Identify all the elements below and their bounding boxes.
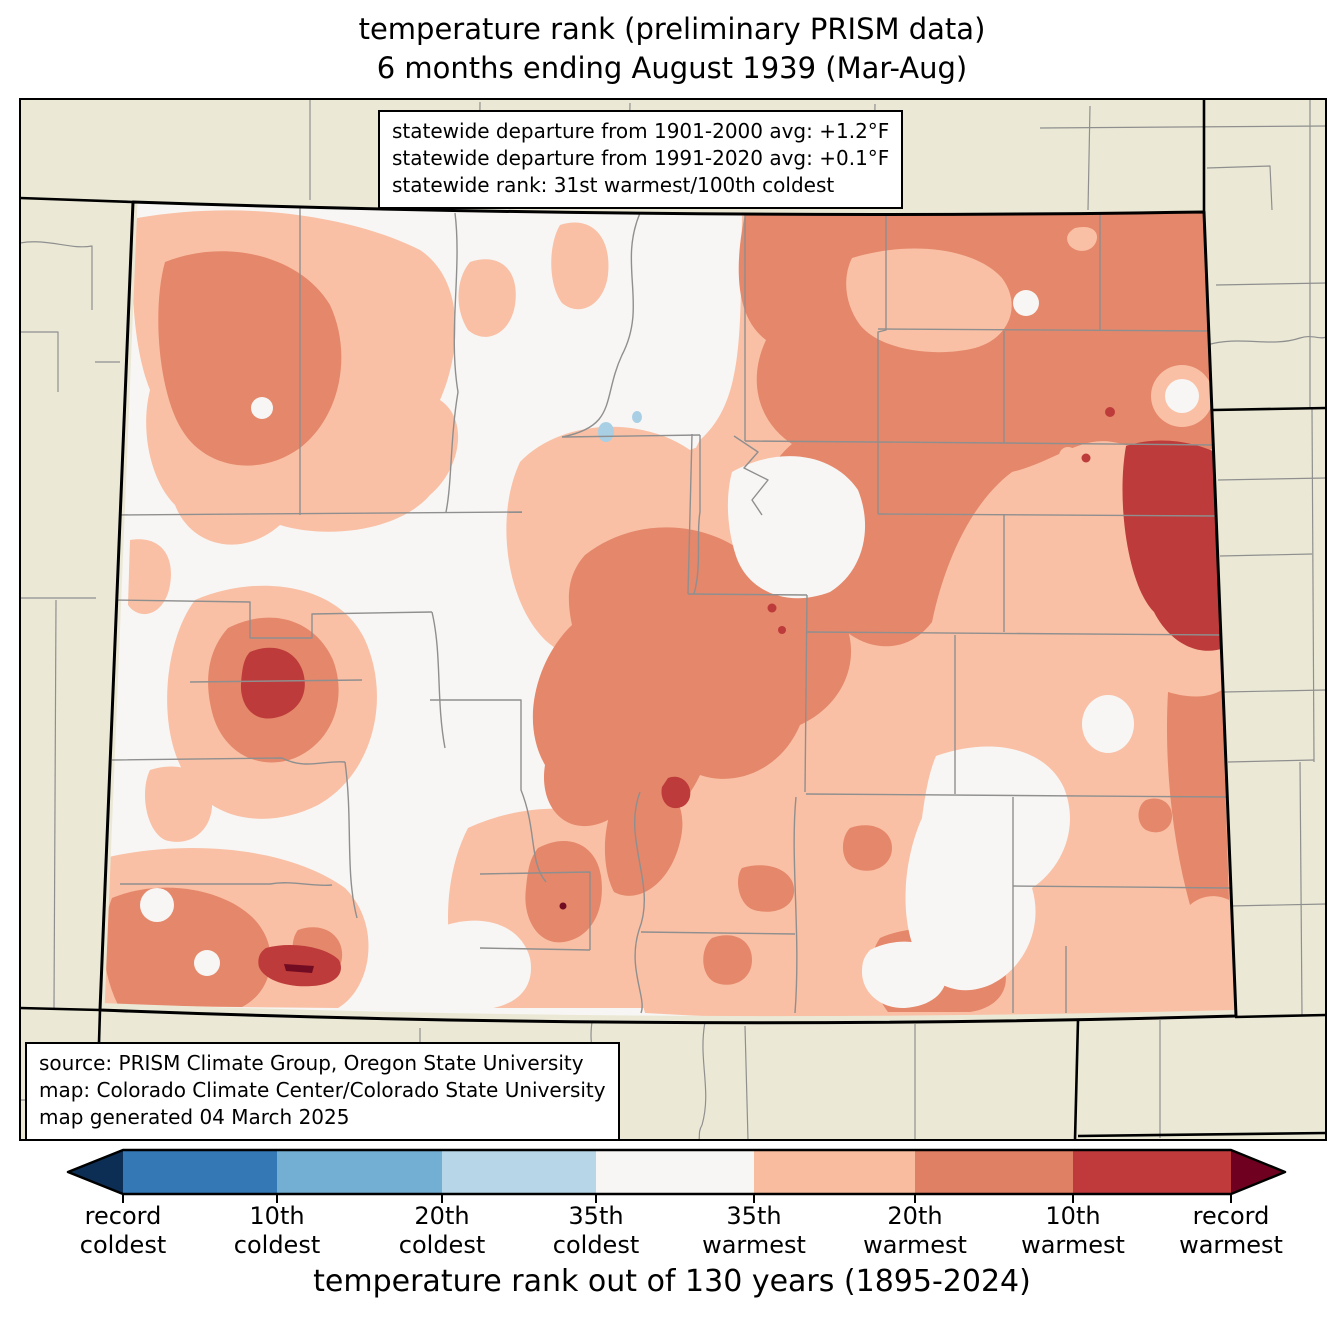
- map-frame-stroke: [19, 98, 1327, 1141]
- legend-label-record-warmest: record warmest: [1179, 1202, 1283, 1259]
- legend-label-20th-warmest: 20th warmest: [863, 1202, 967, 1259]
- legend-label-record-coldest: record coldest: [79, 1202, 167, 1259]
- colorado-rank-surface: [100, 202, 1236, 1023]
- colorbar-seg-4: [596, 1150, 754, 1194]
- source-line-3: map generated 04 March 2025: [39, 1105, 350, 1129]
- colorbar-seg-1: [123, 1150, 277, 1194]
- source-attribution-box: source: PRISM Climate Group, Oregon Stat…: [25, 1042, 620, 1141]
- colorbar-seg-7: [1073, 1150, 1231, 1194]
- stats-line-1: statewide departure from 1901-2000 avg: …: [392, 119, 890, 143]
- colorbar-ticks: [122, 1194, 1232, 1203]
- legend-label-35th-warmest: 35th warmest: [702, 1202, 806, 1259]
- colorbar-seg-3: [442, 1150, 596, 1194]
- source-line-2: map: Colorado Climate Center/Colorado St…: [39, 1078, 606, 1102]
- stats-line-3: statewide rank: 31st warmest/100th colde…: [392, 173, 835, 197]
- stats-line-2: statewide departure from 1991-2020 avg: …: [392, 146, 890, 170]
- legend-label-10th-coldest: 10th coldest: [233, 1202, 321, 1259]
- neutral-band-holes: [140, 290, 1199, 1010]
- legend-label-20th-coldest: 20th coldest: [398, 1202, 486, 1259]
- colorado-county-lines: [111, 203, 1231, 1014]
- colorbar-axis-label: temperature rank out of 130 years (1895-…: [313, 1264, 1031, 1299]
- page-title: temperature rank (preliminary PRISM data…: [0, 10, 1344, 88]
- colorbar-seg-6: [915, 1150, 1073, 1194]
- title-line-1: temperature rank (preliminary PRISM data…: [358, 12, 986, 46]
- statewide-stats-box: statewide departure from 1901-2000 avg: …: [378, 110, 904, 209]
- legend-label-10th-warmest: 10th warmest: [1021, 1202, 1125, 1259]
- rank-colorbar: [66, 1148, 1287, 1203]
- colorbar-right-arrow: [1231, 1150, 1285, 1194]
- legend-label-35th-coldest: 35th coldest: [552, 1202, 640, 1259]
- title-line-2: 6 months ending August 1939 (Mar-Aug): [376, 51, 968, 85]
- source-line-1: source: PRISM Climate Group, Oregon Stat…: [39, 1051, 584, 1075]
- neighbor-state-county-lines: [19, 100, 1327, 1141]
- colorado-state-border: [98, 200, 1238, 1025]
- colorbar-seg-5: [754, 1150, 915, 1194]
- colorbar-left-arrow: [68, 1150, 123, 1194]
- rank-band-10th-record-warmest: [240, 407, 1224, 987]
- colorbar-seg-2: [277, 1150, 442, 1194]
